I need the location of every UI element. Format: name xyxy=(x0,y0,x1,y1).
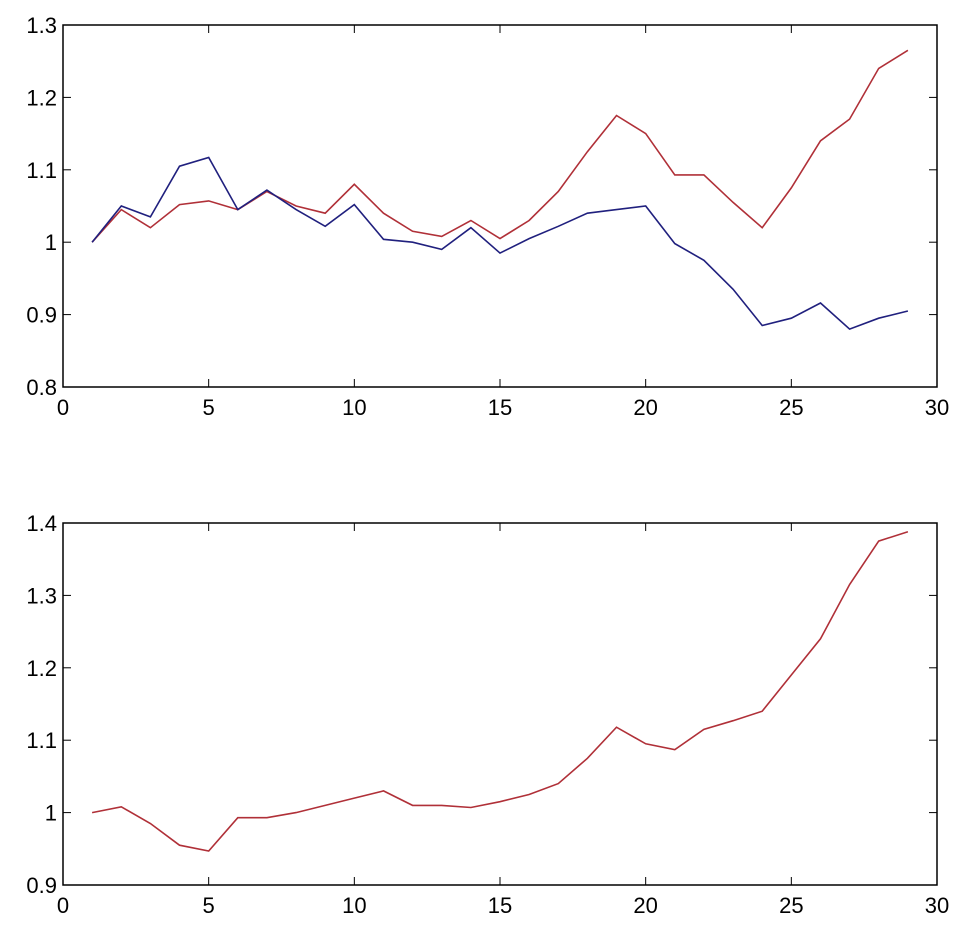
y-tick-label: 1 xyxy=(45,801,57,826)
axes-1: 0 5 10 15 20 25 30 0.8 0.9 1 1.1 1.2 1.3 xyxy=(26,13,949,420)
x-tick-label: 20 xyxy=(633,395,657,420)
y-tick-label: 1.3 xyxy=(26,13,57,38)
x-tick-label: 10 xyxy=(342,395,366,420)
x-tick-label: 5 xyxy=(203,893,215,918)
axes-2: 0 5 10 15 20 25 30 0.9 1 1.1 1.2 1.3 1.4 xyxy=(26,511,949,918)
y-tick-label: 1.3 xyxy=(26,583,57,608)
series-line-1 xyxy=(91,49,909,243)
y-tick-label: 1.1 xyxy=(26,728,57,753)
x-tick-label: 30 xyxy=(925,893,949,918)
y-tick-label: 1 xyxy=(45,230,57,255)
x-tick-label: 15 xyxy=(488,893,512,918)
x-tick-label: 20 xyxy=(633,893,657,918)
y-tick-label: 1.2 xyxy=(26,85,57,110)
axes-box xyxy=(62,24,938,388)
y-tick-label: 1.1 xyxy=(26,158,57,183)
axes-box xyxy=(62,522,938,886)
x-tick-label: 25 xyxy=(779,893,803,918)
x-tick-label: 15 xyxy=(488,395,512,420)
x-tick-label: 0 xyxy=(57,893,69,918)
y-tick-label: 1.2 xyxy=(26,656,57,681)
y-tick-label: 0.8 xyxy=(26,375,57,400)
y-tick-label: 0.9 xyxy=(26,303,57,328)
series-line-2 xyxy=(91,156,909,331)
x-tick-label: 25 xyxy=(779,395,803,420)
x-tick-label: 0 xyxy=(57,395,69,420)
x-tick-label: 10 xyxy=(342,893,366,918)
series-line-1 xyxy=(91,530,909,852)
y-tick-label: 1.4 xyxy=(26,511,57,536)
y-tick-label: 0.9 xyxy=(26,873,57,898)
x-tick-label: 30 xyxy=(925,395,949,420)
x-tick-label: 5 xyxy=(203,395,215,420)
